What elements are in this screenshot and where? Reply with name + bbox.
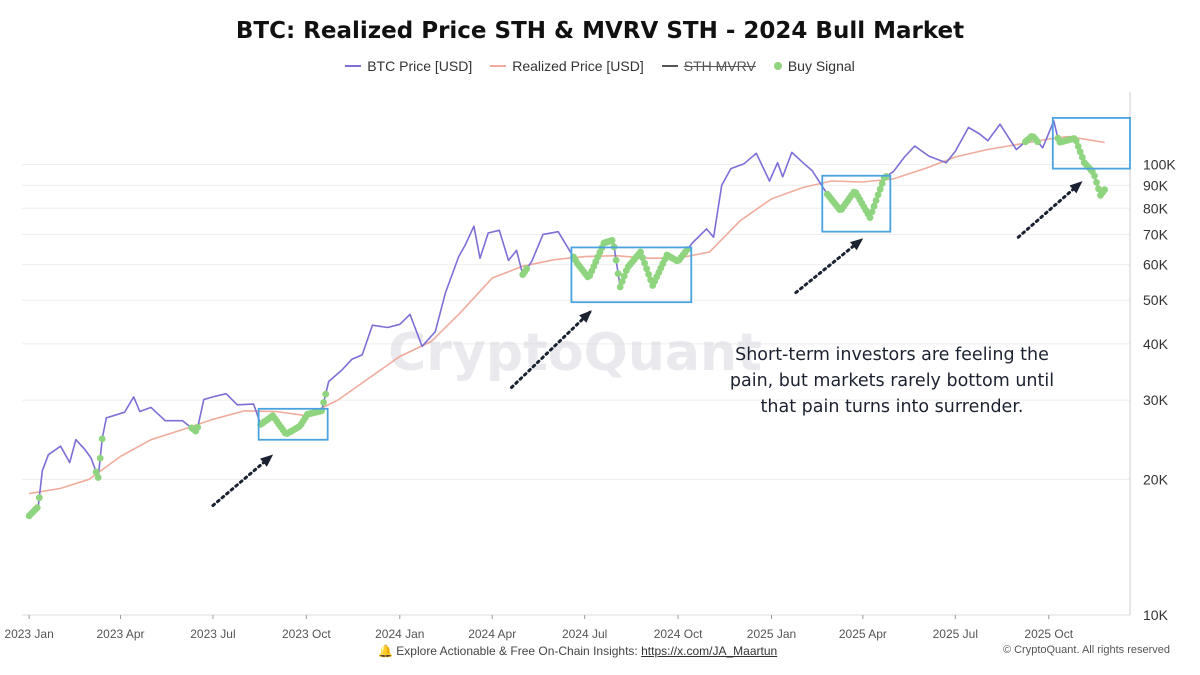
y-tick-label: 20K: [1143, 471, 1169, 487]
legend-label-realized-price: Realized Price [USD]: [512, 58, 644, 74]
footer-insights-text: Explore Actionable & Free On-Chain Insig…: [396, 644, 638, 658]
buy-signal-dot: [878, 180, 886, 187]
buy-signal-dot: [1076, 148, 1084, 156]
arrow-head: [1069, 181, 1083, 194]
highlight-box: [570, 246, 693, 304]
legend-label-buy-signal: Buy Signal: [787, 58, 855, 74]
buy-signal-dot: [35, 494, 43, 502]
y-tick-label: 70K: [1143, 226, 1169, 242]
buy-signal-dot: [92, 468, 100, 476]
buy-signal-dot: [1034, 138, 1041, 146]
arrow-line: [1016, 181, 1082, 239]
buy-signal-dot: [94, 474, 102, 481]
buy-signal-dot: [870, 202, 878, 210]
legend-swatch-realized-price: [490, 65, 507, 67]
buy-signal-dot: [322, 390, 330, 398]
buy-signal-dot: [96, 454, 104, 462]
x-tick-label: 2023 Oct: [282, 627, 331, 641]
buy-signal-dot: [868, 208, 876, 216]
y-tick-label: 30K: [1143, 392, 1169, 408]
y-tick-label: 80K: [1143, 200, 1169, 216]
legend-item-btc-price[interactable]: BTC Price [USD]: [345, 58, 472, 74]
buy-signal-dot: [874, 191, 882, 199]
buy-signal-dot: [866, 214, 874, 222]
x-tick-label: 2024 Apr: [468, 627, 516, 641]
chart-legend: BTC Price [USD] Realized Price [USD] STH…: [0, 58, 1200, 74]
arrow-head: [579, 310, 592, 323]
buy-signal-dot: [1093, 179, 1100, 186]
x-tick-label: 2023 Jan: [4, 627, 53, 641]
buy-signal-dot: [1078, 153, 1086, 161]
footer-insights-link[interactable]: https://x.com/JA_Maartun: [641, 644, 778, 658]
highlight-box: [1051, 117, 1131, 170]
buy-signal-dot: [618, 278, 626, 285]
y-tick-label: 10K: [1143, 607, 1169, 623]
x-tick-label: 2024 Jan: [375, 627, 424, 641]
buy-signal-dot: [1091, 172, 1098, 180]
y-tick-label: 40K: [1143, 336, 1169, 352]
buy-signal-dot: [639, 254, 646, 261]
chart-title: BTC: Realized Price STH & MVRV STH - 202…: [235, 18, 965, 44]
x-tick-label: 2023 Apr: [96, 627, 144, 641]
buy-signal-dot: [876, 185, 884, 193]
buy-signal-dot: [637, 248, 644, 256]
arrow-head: [260, 454, 274, 467]
x-tick-label: 2025 Jan: [747, 627, 796, 641]
buy-signal-dot: [320, 399, 327, 406]
buy-signal-dot: [523, 265, 531, 273]
buy-signal-dot: [641, 259, 648, 267]
buy-signal-dot: [614, 270, 622, 277]
buy-signal-dot: [645, 270, 652, 278]
legend-item-sth-mvrv[interactable]: STH MVRV: [661, 58, 756, 74]
buy-signal-dot: [194, 423, 202, 431]
series-line-btc-price: [28, 120, 1106, 517]
legend-swatch-sth-mvrv: [661, 65, 678, 67]
x-tick-label: 2025 Oct: [1024, 627, 1073, 641]
buy-signal-dot: [1074, 143, 1082, 150]
arrow-line: [510, 310, 592, 390]
legend-swatch-btc-price: [345, 65, 362, 67]
buy-signal-dot: [620, 272, 628, 280]
legend-item-buy-signal[interactable]: Buy Signal: [773, 58, 855, 74]
x-tick-label: 2024 Oct: [654, 627, 703, 641]
legend-label-btc-price: BTC Price [USD]: [367, 58, 473, 74]
x-tick-label: 2024 Jul: [562, 627, 607, 641]
x-tick-label: 2025 Apr: [839, 627, 887, 641]
buy-signal-dot: [1072, 137, 1080, 145]
series-line-realized-price: [28, 135, 1105, 495]
y-tick-label: 100K: [1143, 157, 1176, 173]
buy-signal-dot: [1101, 186, 1108, 194]
highlight-box: [257, 407, 329, 441]
y-tick-label: 60K: [1143, 257, 1169, 273]
buy-signal-dot: [616, 283, 624, 291]
highlight-box: [821, 174, 892, 233]
footer-copyright: © CryptoQuant. All rights reserved: [1002, 644, 1170, 656]
arrow-line: [794, 238, 863, 295]
x-tick-label: 2025 Jul: [933, 627, 978, 641]
buy-signal-dot: [643, 265, 650, 273]
footer-insights: 🔔 Explore Actionable & Free On-Chain Ins…: [378, 644, 777, 658]
legend-item-realized-price[interactable]: Realized Price [USD]: [490, 58, 644, 74]
buy-signal-dot: [608, 237, 616, 244]
buy-signal-dot: [612, 256, 620, 264]
legend-label-sth-mvrv: STH MVRV: [683, 58, 756, 74]
watermark: CryptoQuant: [388, 323, 762, 383]
arrow-head: [850, 238, 864, 251]
chart-annotation: Short-term investors are feeling the pai…: [729, 345, 1055, 417]
arrow-line: [211, 454, 273, 508]
buy-signal-dot: [33, 504, 41, 512]
legend-swatch-buy-signal: [773, 62, 782, 70]
y-tick-label: 50K: [1143, 292, 1169, 308]
buy-signal-dot: [872, 197, 880, 204]
y-tick-label: 90K: [1143, 177, 1169, 193]
bell-icon: 🔔: [378, 644, 393, 658]
buy-signal-dot: [98, 435, 106, 443]
x-tick-label: 2023 Jul: [190, 627, 235, 641]
